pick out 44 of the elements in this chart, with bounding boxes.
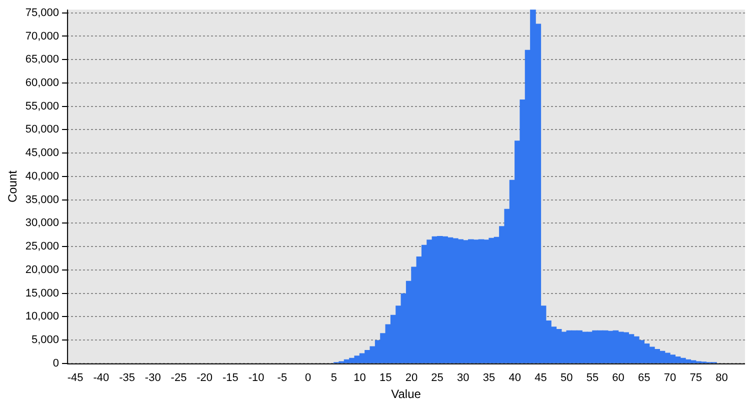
y-tick-label: 55,000 — [25, 100, 60, 112]
y-tick-label: 25,000 — [25, 240, 60, 253]
x-tick-label: -10 — [248, 372, 264, 384]
x-axis-title: Value — [391, 387, 422, 402]
x-tick-label: -35 — [119, 372, 135, 384]
x-tick-label: -25 — [170, 372, 187, 384]
x-tick-label: 5 — [330, 372, 337, 384]
x-tick-label: 10 — [354, 372, 366, 384]
y-tick-label: 15,000 — [25, 287, 60, 300]
x-tick-label: 0 — [304, 372, 312, 384]
y-tick-label: 30,000 — [25, 217, 60, 230]
x-tick-label: 40 — [508, 372, 522, 384]
x-tick-label: -40 — [93, 372, 110, 384]
x-tick-label: 50 — [560, 372, 573, 384]
y-tick-label: 0 — [52, 357, 60, 370]
y-axis-title: Count — [6, 170, 20, 203]
x-tick-label: 20 — [405, 372, 418, 384]
x-tick-label: -30 — [144, 372, 161, 384]
x-tick-label: 70 — [664, 372, 676, 384]
x-tick-label: -45 — [67, 372, 84, 384]
x-tick-label: 75 — [690, 372, 702, 384]
y-tick-label: 70,000 — [25, 30, 60, 42]
y-tick-label: 50,000 — [25, 124, 60, 136]
x-tick-label: 45 — [534, 372, 547, 384]
x-tick-label: -20 — [196, 372, 213, 384]
x-tick-label: -15 — [222, 372, 238, 384]
x-tick-label: 55 — [586, 372, 599, 384]
y-tick-label: 45,000 — [25, 147, 60, 160]
x-tick-label: 65 — [638, 372, 650, 384]
x-tick-label: -5 — [277, 372, 288, 384]
x-tick-label: 30 — [457, 372, 470, 384]
y-tick-label: 10,000 — [25, 310, 60, 323]
y-tick-label: 65,000 — [25, 54, 60, 66]
y-tick-label: 35,000 — [25, 194, 60, 206]
y-tick-label: 60,000 — [25, 77, 60, 90]
y-tick-label: 5,000 — [32, 334, 60, 346]
x-tick-label: 80 — [716, 372, 728, 384]
x-tick-label: 60 — [612, 372, 624, 384]
x-tick-label: 15 — [379, 372, 392, 384]
y-tick-label: 20,000 — [25, 264, 60, 276]
y-tick-label: 75,000 — [25, 6, 60, 19]
x-tick-label: 25 — [431, 372, 444, 384]
x-tick-label: 35 — [482, 372, 496, 384]
y-tick-label: 40,000 — [25, 170, 60, 182]
